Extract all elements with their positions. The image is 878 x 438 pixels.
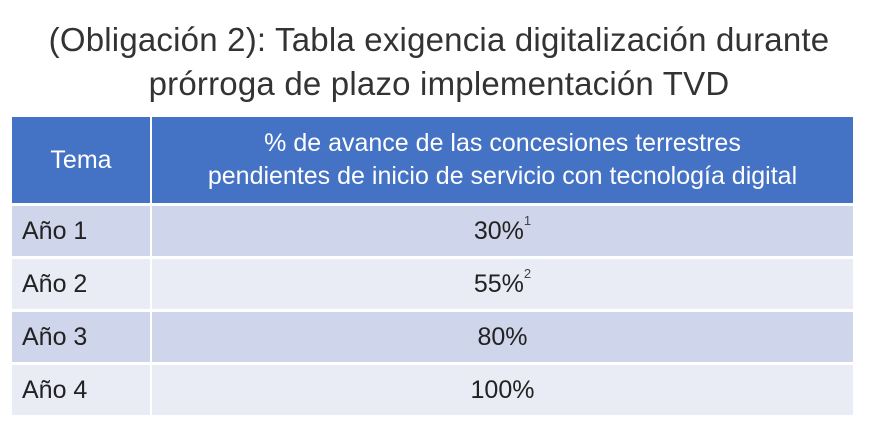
slide-title: (Obligación 2): Tabla exigencia digitali… — [0, 18, 878, 106]
header-avance-line-1: % de avance de las concesiones terrestre… — [264, 129, 741, 157]
value-text: 80% — [477, 322, 528, 351]
footnote-marker: 1 — [523, 212, 532, 228]
header-avance-line-2: pendientes de inicio de servicio con tec… — [207, 162, 798, 190]
row-tema: Año 2 — [12, 256, 152, 311]
value-text: 30% — [473, 216, 524, 245]
header-avance: % de avance de las concesiones terrestre… — [151, 117, 853, 205]
row-value: 80% — [151, 309, 853, 364]
row-tema: Año 1 — [12, 203, 152, 258]
row-value: 30%1 — [151, 203, 853, 258]
header-tema: Tema — [12, 117, 152, 205]
value-text: 55% — [473, 269, 524, 298]
table-row: Año 4 100% — [12, 362, 853, 415]
title-line-2: prórroga de plazo implementación TVD — [148, 65, 730, 102]
footnote-marker: 2 — [523, 265, 532, 281]
row-tema: Año 4 — [12, 362, 152, 415]
table-row: Año 2 55%2 — [12, 256, 853, 311]
table-row: Año 1 30%1 — [12, 203, 853, 258]
digitalization-table: Tema % de avance de las concesiones terr… — [12, 117, 853, 415]
row-value: 55%2 — [151, 256, 853, 311]
row-value: 100% — [151, 362, 853, 415]
title-line-1: (Obligación 2): Tabla exigencia digitali… — [48, 21, 830, 58]
value-text: 100% — [470, 375, 535, 404]
table-header-row: Tema % de avance de las concesiones terr… — [12, 117, 853, 205]
table-row: Año 3 80% — [12, 309, 853, 364]
row-tema: Año 3 — [12, 309, 152, 364]
